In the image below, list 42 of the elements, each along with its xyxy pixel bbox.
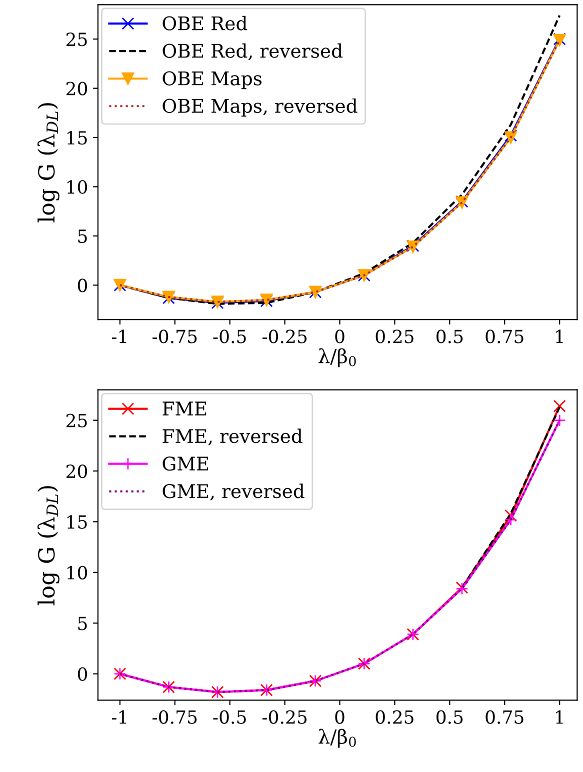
legend-label: OBE Red, reversed (162, 43, 343, 60)
x-tick-label: 0.75 (486, 330, 524, 344)
legend-label: GME (162, 456, 208, 471)
y-tick-label: 15 (67, 515, 87, 529)
x-tick-label: 1 (556, 330, 563, 344)
x-tick-label: 0 (335, 330, 344, 344)
x-tick-label: 0.25 (376, 330, 414, 344)
y-tick-label: 10 (67, 180, 88, 194)
legend-label: OBE Maps, reversed (162, 98, 358, 117)
legend-label: FME, reversed (162, 428, 302, 446)
y-tick-label: 5 (78, 616, 87, 630)
y-tick-label: 0 (78, 667, 88, 681)
x-tick-label: -0.25 (262, 710, 307, 724)
legend-label: OBE Maps (162, 71, 262, 90)
legend-label: FME (162, 402, 206, 416)
y-axis-title: log G (λ$_{DL}$) (37, 486, 60, 606)
y-tick-label: 5 (78, 230, 87, 244)
x-tick-label: 0 (335, 710, 344, 724)
y-tick-label: 20 (66, 464, 88, 478)
x-tick-label: -0.5 (213, 330, 246, 344)
y-axis-title: log G (λ$_{DL}$) (37, 103, 60, 222)
x-tick-label: 1 (556, 710, 563, 724)
x-tick-label: 0.25 (376, 710, 414, 724)
x-tick-label: -0.75 (152, 710, 197, 724)
x-tick-label: -1 (112, 710, 126, 724)
y-tick-label: 25 (66, 414, 87, 428)
x-tick-label: -1 (112, 330, 126, 344)
x-axis-title: λ/β$_{0}$ (318, 728, 356, 748)
x-tick-label: -0.25 (262, 330, 307, 344)
x-tick-label: -0.5 (213, 710, 246, 724)
y-tick-label: 0 (78, 278, 88, 292)
x-tick-label: -0.75 (152, 330, 197, 344)
y-tick-label: 15 (67, 130, 87, 145)
y-tick-label: 25 (66, 32, 87, 46)
y-tick-label: 10 (67, 566, 88, 580)
x-axis-title: λ/β$_{0}$ (318, 348, 356, 368)
x-tick-label: 0.5 (436, 330, 463, 344)
legend-label: OBE Red (162, 16, 248, 30)
legend-label: GME, reversed (162, 484, 304, 500)
x-tick-label: 0.75 (486, 710, 524, 724)
y-tick-label: 20 (66, 82, 88, 96)
x-tick-label: 0.5 (436, 710, 463, 724)
